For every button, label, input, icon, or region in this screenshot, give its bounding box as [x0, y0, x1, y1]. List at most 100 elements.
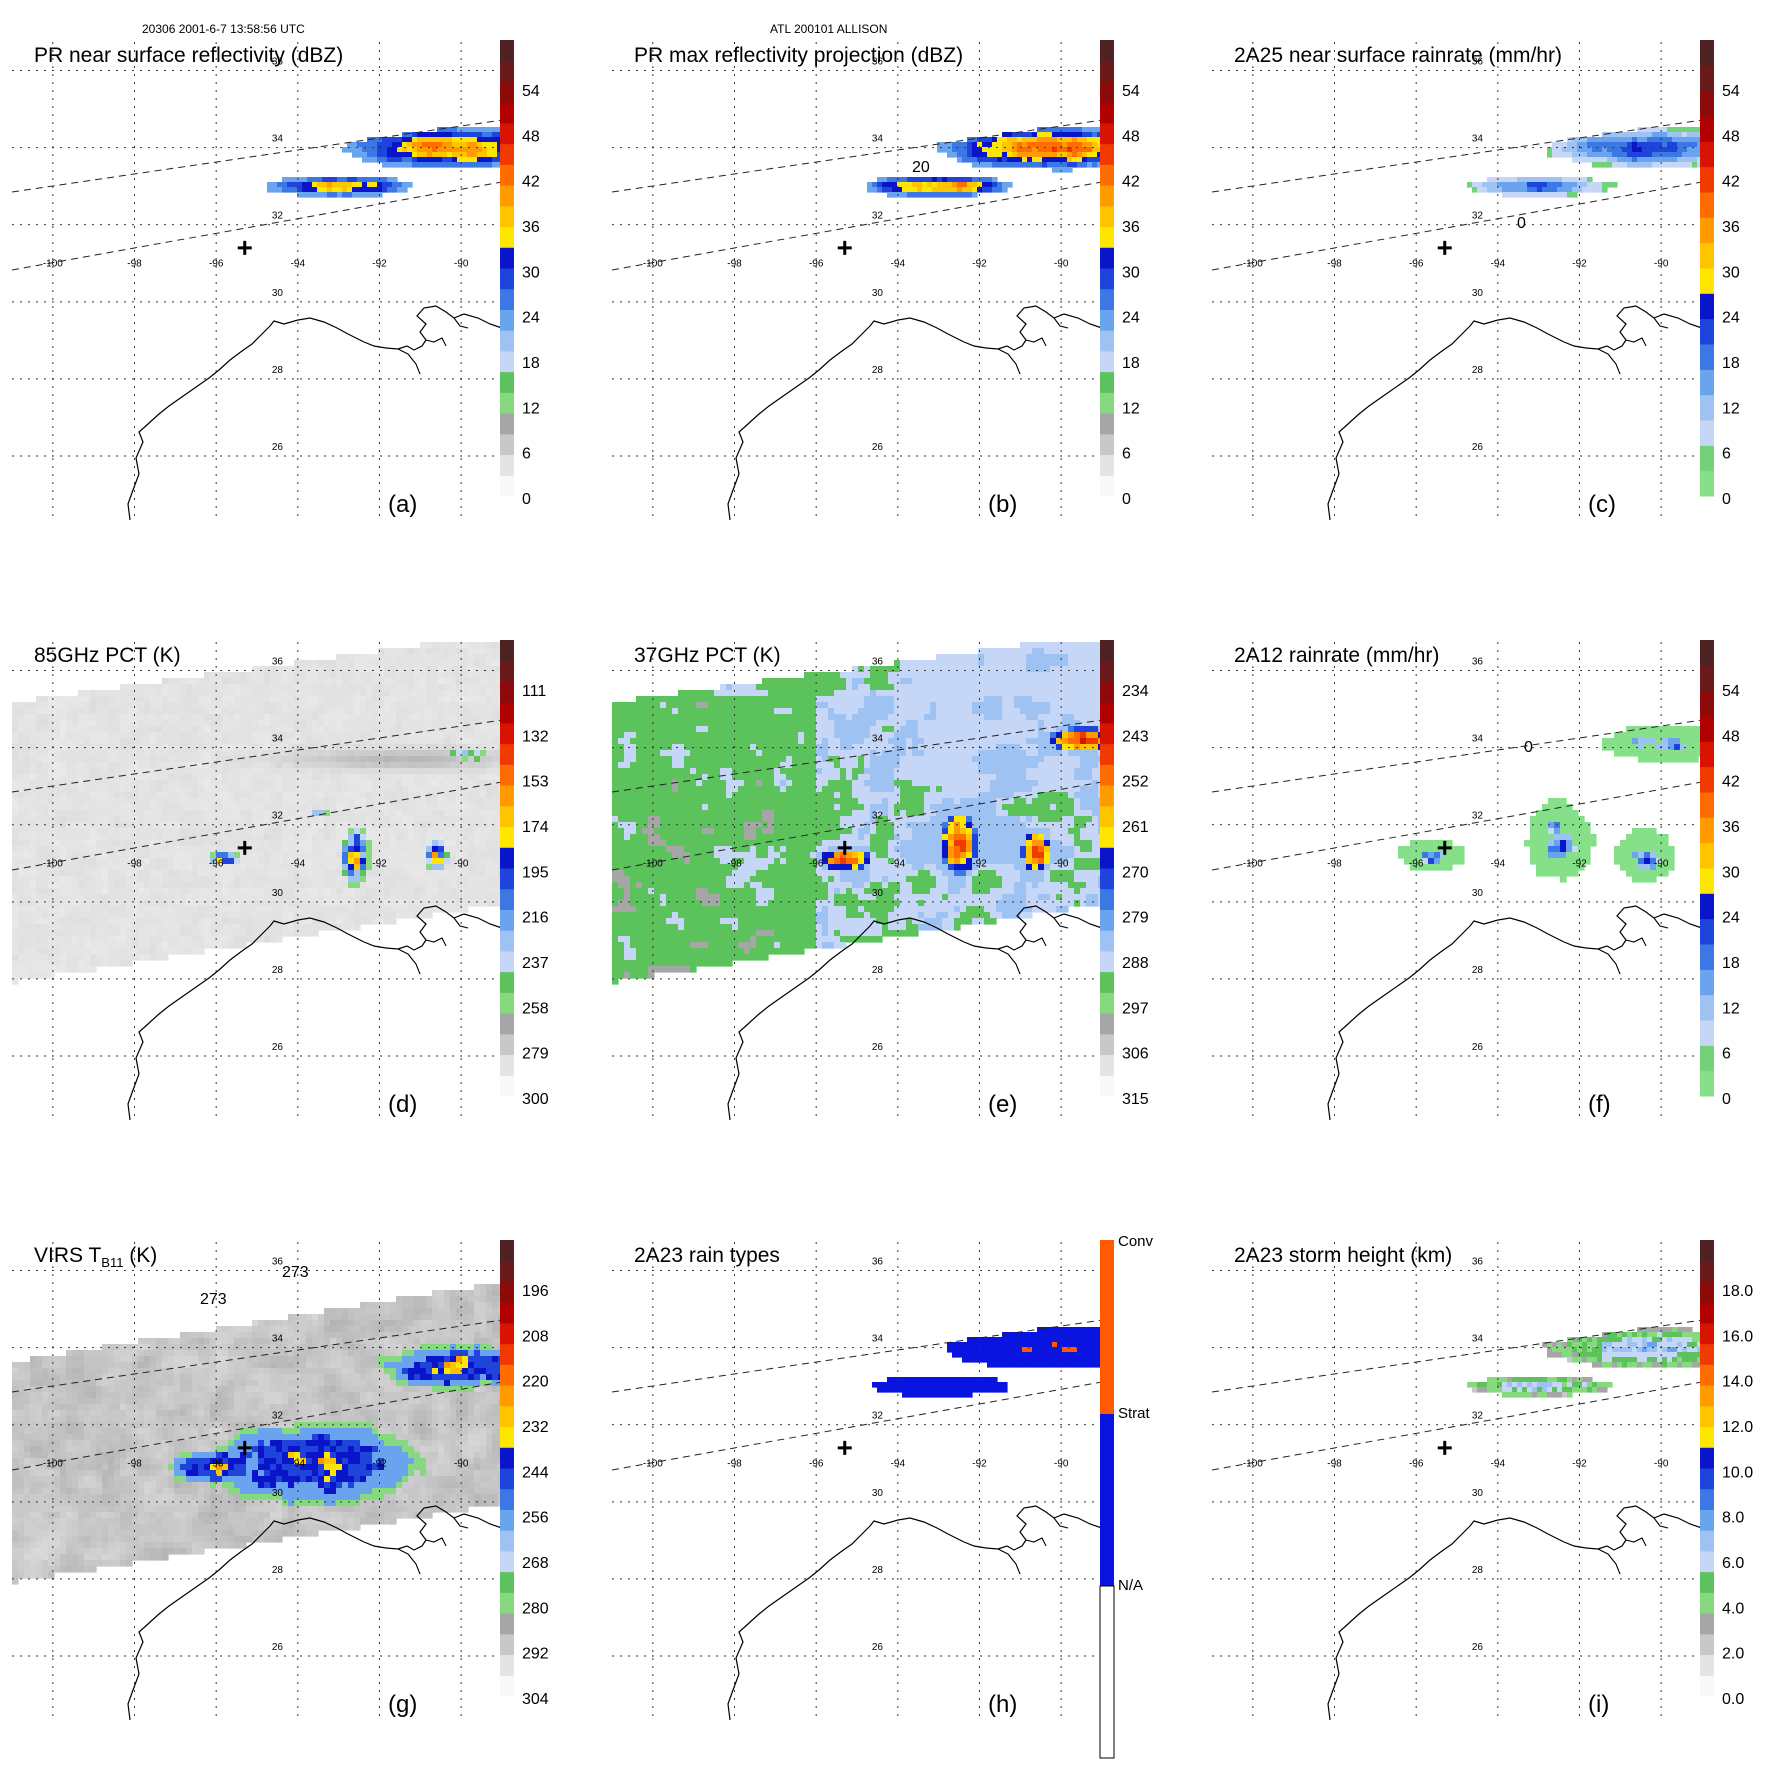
pixel — [1692, 147, 1698, 153]
pixel — [18, 930, 25, 937]
pixel — [216, 768, 223, 775]
pixel — [997, 157, 1003, 163]
pixel — [378, 906, 385, 913]
pixel — [907, 192, 913, 198]
pixel — [144, 732, 151, 739]
pixel — [138, 774, 145, 781]
pixel — [132, 744, 139, 751]
pixel — [1672, 132, 1678, 138]
pixel — [318, 786, 325, 793]
pixel — [367, 182, 373, 188]
pixel — [378, 798, 385, 805]
pixel — [392, 142, 398, 148]
pixel — [126, 798, 133, 805]
lat-tick-label: 36 — [1472, 57, 1484, 68]
pixel — [1662, 162, 1668, 168]
pixel — [397, 162, 403, 168]
pixel — [342, 756, 349, 763]
pixel — [336, 822, 343, 829]
pixel — [90, 876, 97, 883]
pixel — [408, 744, 415, 751]
pixel — [474, 888, 481, 895]
pixel — [270, 720, 277, 727]
pixel — [228, 906, 235, 913]
pixel — [48, 870, 55, 877]
pixel — [114, 900, 121, 907]
pixel — [426, 726, 433, 733]
pixel — [228, 780, 235, 787]
pixel — [312, 912, 319, 919]
pixel — [30, 936, 37, 943]
pixel — [352, 142, 358, 148]
pixel — [486, 690, 493, 697]
pixel — [492, 738, 499, 745]
pixel — [457, 147, 463, 153]
pixel — [492, 162, 498, 168]
pixel — [294, 792, 301, 799]
pixel — [414, 816, 421, 823]
pixel — [60, 768, 67, 775]
pixel — [114, 756, 121, 763]
pixel — [366, 684, 373, 691]
pixel — [252, 690, 259, 697]
pixel — [168, 804, 175, 811]
pixel — [342, 147, 348, 153]
pixel — [432, 137, 438, 143]
pixel — [1062, 132, 1068, 138]
pixel — [24, 798, 31, 805]
pixel — [462, 738, 469, 745]
pixel — [216, 804, 223, 811]
pixel — [132, 756, 139, 763]
pixel — [66, 936, 73, 943]
colorbar-tick-label: 258 — [522, 1000, 549, 1017]
pixel — [114, 906, 121, 913]
pixel — [168, 738, 175, 745]
pixel — [468, 900, 475, 907]
pixel — [54, 924, 61, 931]
pixel — [234, 900, 241, 907]
pixel — [180, 684, 187, 691]
pixel — [382, 152, 388, 158]
pixel — [90, 954, 97, 961]
pixel — [438, 774, 445, 781]
pixel — [477, 137, 483, 143]
pixel — [456, 792, 463, 799]
pixel — [427, 142, 433, 148]
pixel — [102, 732, 109, 739]
pixel — [216, 762, 223, 769]
pixel — [246, 708, 253, 715]
pixel — [30, 702, 37, 709]
pixel — [216, 684, 223, 691]
pixel — [390, 660, 397, 667]
pixel — [162, 774, 169, 781]
pixel — [96, 768, 103, 775]
pixel — [132, 786, 139, 793]
pixel — [402, 672, 409, 679]
pixel — [318, 834, 325, 841]
pixel — [1542, 177, 1548, 183]
pixel — [192, 840, 199, 847]
pixel — [162, 756, 169, 763]
pixel — [402, 714, 409, 721]
pixel — [426, 684, 433, 691]
pixel — [198, 792, 205, 799]
pixel — [300, 876, 307, 883]
pixel — [492, 152, 498, 158]
pixel — [204, 708, 211, 715]
pixel — [18, 750, 25, 757]
pixel — [90, 762, 97, 769]
pixel — [138, 810, 145, 817]
pixel — [426, 816, 433, 823]
pixel — [432, 834, 439, 841]
pixel — [450, 816, 457, 823]
pixel — [192, 918, 199, 925]
pixel — [288, 816, 295, 823]
pixel — [1522, 177, 1528, 183]
pixel — [12, 948, 19, 955]
pixel — [78, 966, 85, 973]
pixel — [72, 738, 79, 745]
pixel — [120, 954, 127, 961]
pixel — [450, 798, 457, 805]
pixel — [336, 768, 343, 775]
